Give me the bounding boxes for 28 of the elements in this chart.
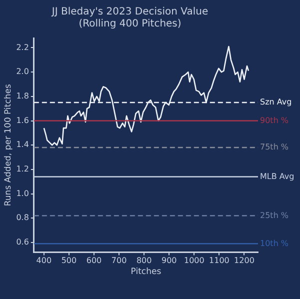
x-tick-label: 400 xyxy=(36,256,52,266)
y-tick-label: 0.6 xyxy=(16,238,29,247)
x-tick-label: 900 xyxy=(161,256,177,266)
ref-line-label: MLB Avg xyxy=(260,172,294,181)
y-tick-label: 1.0 xyxy=(16,188,29,198)
y-axis-title: Runs Added, per 100 Pitches xyxy=(3,84,14,206)
y-tick-label: 1.6 xyxy=(16,116,29,125)
x-tick-label: 1000 xyxy=(184,256,204,266)
ref-line-label: 10th % xyxy=(260,238,289,248)
x-tick-label: 1100 xyxy=(209,256,230,266)
ref-line-label: 25th % xyxy=(260,210,289,220)
y-tick-label: 0.8 xyxy=(16,213,29,222)
ref-line-label: 75th % xyxy=(260,142,289,152)
y-tick-label: 2.0 xyxy=(16,67,29,76)
x-axis-title: Pitches xyxy=(130,267,162,278)
y-tick-label: 1.4 xyxy=(16,140,29,150)
ref-line-label: Szn Avg xyxy=(260,98,292,107)
y-tick-label: 2.2 xyxy=(16,42,29,52)
x-tick-label: 700 xyxy=(111,256,127,266)
x-tick-label: 500 xyxy=(61,256,77,266)
x-tick-label: 800 xyxy=(136,256,152,266)
y-tick-label: 1.8 xyxy=(16,91,29,100)
x-tick-label: 600 xyxy=(86,256,102,266)
x-tick-label: 1200 xyxy=(234,256,254,266)
text: JJ Bleday's 2023 Decision Value xyxy=(52,6,208,18)
y-tick-label: 1.2 xyxy=(16,164,29,174)
text: (Rolling 400 Pitches) xyxy=(78,18,182,30)
ref-line-label: 90th % xyxy=(260,116,289,125)
